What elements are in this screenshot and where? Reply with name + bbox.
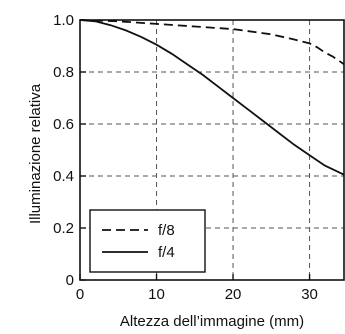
legend-box <box>89 209 206 273</box>
plot-area-frame <box>79 19 345 281</box>
x-axis-title: Altezza dell’immagine (mm) <box>120 313 304 330</box>
legend-label-0: f/8 <box>158 222 175 239</box>
series-line-f4 <box>79 19 345 176</box>
legend-label-1: f/4 <box>158 244 175 261</box>
x-tick-label-0: 0 <box>76 286 84 303</box>
x-tick-label-1: 10 <box>148 286 165 303</box>
y-tick-label-5: 1.0 <box>53 12 74 29</box>
y-tick-label-4: 0.8 <box>53 64 74 81</box>
x-tick-label-2: 20 <box>225 286 242 303</box>
series-line-f8 <box>79 19 345 65</box>
y-tick-label-0: 0 <box>66 272 74 289</box>
x-tick-label-3: 30 <box>301 286 318 303</box>
y-tick-label-3: 0.6 <box>53 116 74 133</box>
y-tick-label-2: 0.4 <box>53 168 74 185</box>
y-tick-label-1: 0.2 <box>53 220 74 237</box>
data-series <box>79 19 345 176</box>
legend: f/8f/4 <box>89 209 206 273</box>
axis-ticks: 0 10 20 30 0 0.2 0.4 0.6 0.8 1.0 <box>53 12 318 303</box>
y-axis-title: Illuminazione relativa <box>27 83 44 224</box>
